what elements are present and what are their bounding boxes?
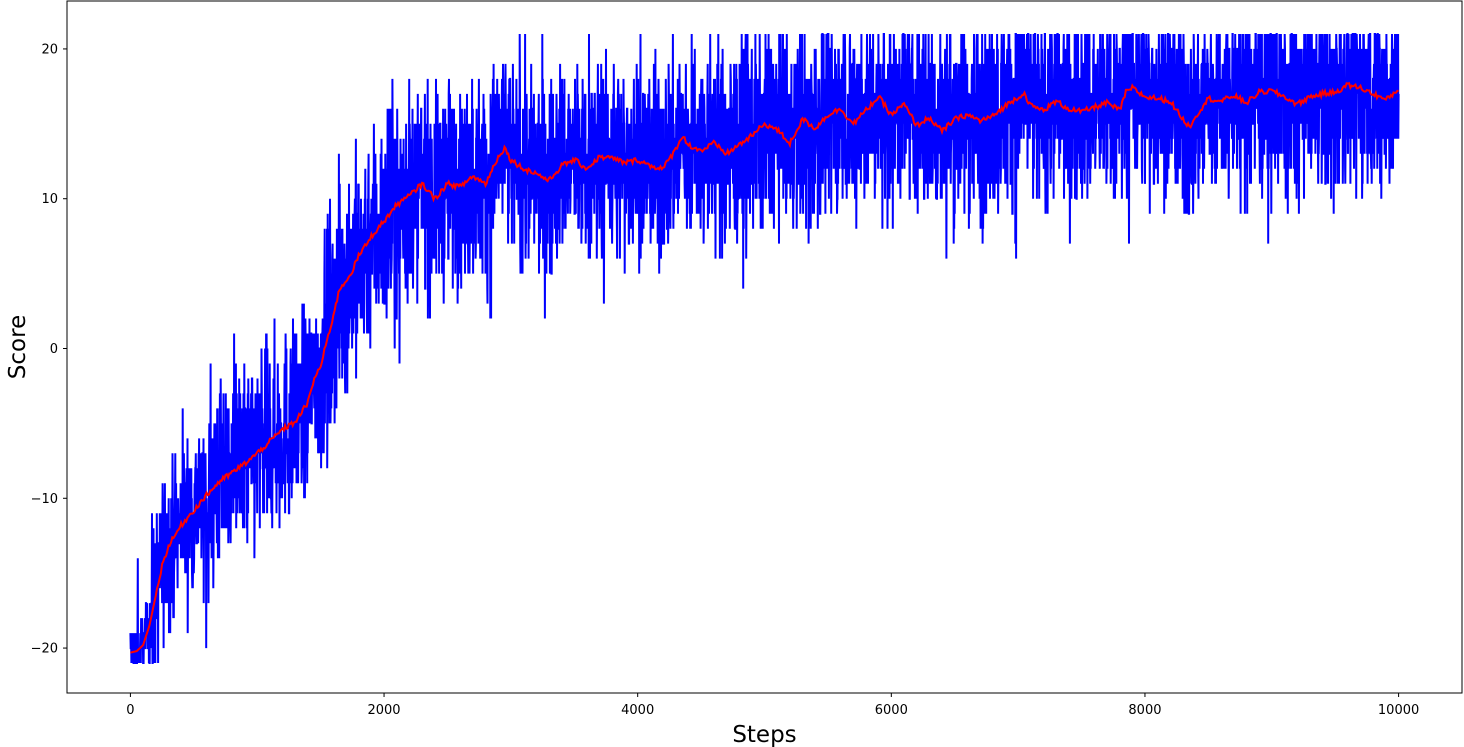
score-series-segment — [1144, 33, 1248, 215]
score-series-segment — [839, 33, 943, 229]
x-tick-label: 10000 — [1378, 703, 1419, 718]
y-tick-label: 0 — [50, 342, 58, 357]
y-axis-ticks: −20 −10 0 10 20 — [31, 42, 67, 657]
score-series-segment — [1346, 33, 1400, 199]
y-tick-label: 10 — [41, 192, 58, 207]
plot-area — [129, 33, 1400, 664]
score-series-segment — [1245, 33, 1349, 244]
x-tick-label: 0 — [126, 703, 134, 718]
score-series-segment — [636, 33, 740, 274]
x-tick-label: 6000 — [875, 703, 908, 718]
y-tick-label: −10 — [31, 492, 58, 507]
x-tick-label: 4000 — [621, 703, 654, 718]
moving-average-line — [130, 81, 1399, 654]
score-series-segment — [738, 33, 842, 289]
x-axis-label: Steps — [732, 722, 796, 747]
score-series-line — [129, 33, 1400, 664]
x-tick-label: 2000 — [367, 703, 400, 718]
y-axis-label: Score — [5, 315, 31, 379]
y-tick-label: 20 — [41, 42, 58, 57]
x-tick-label: 8000 — [1128, 703, 1161, 718]
axes-frame — [66, 0, 1463, 694]
score-series-segment — [332, 78, 436, 424]
score-series-segment — [433, 33, 537, 319]
y-tick-label: −20 — [31, 642, 58, 657]
score-series-segment — [535, 33, 639, 319]
score-series-segment — [230, 198, 335, 559]
score-series-segment — [129, 363, 233, 664]
moving-average-path — [130, 81, 1399, 654]
x-axis-ticks: 0 2000 4000 6000 8000 10000 — [126, 693, 1419, 718]
